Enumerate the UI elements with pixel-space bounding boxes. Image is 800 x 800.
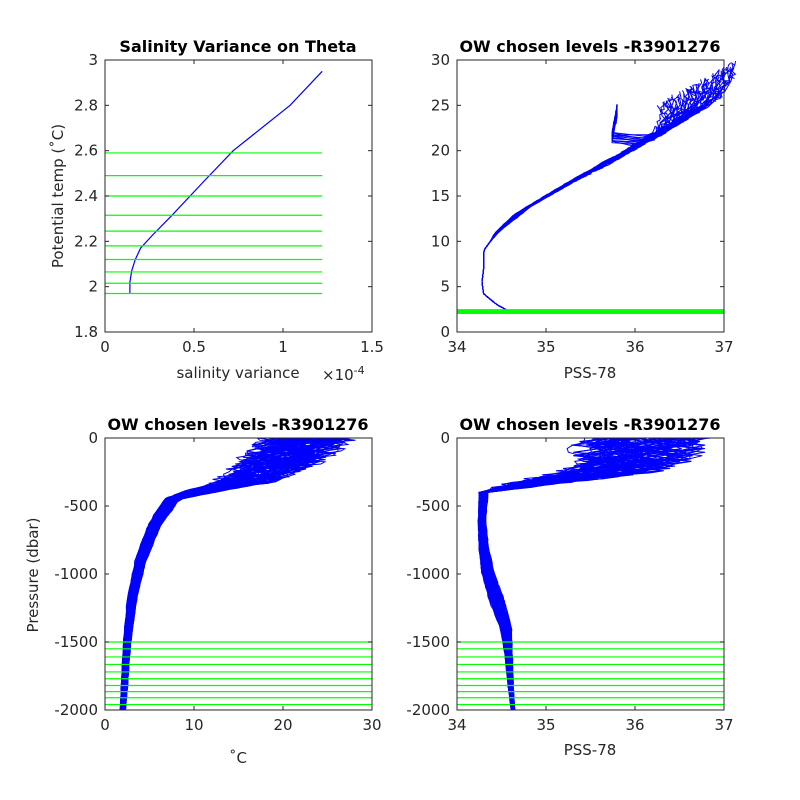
y-axis-label: Pressure (dbar) <box>24 518 42 633</box>
profile-line <box>481 61 737 313</box>
x-tick-label: 10 <box>184 716 203 734</box>
y-tick-label: 1.8 <box>74 323 98 341</box>
y-tick-label: -2000 <box>406 701 450 719</box>
y-tick-label: -1500 <box>54 633 98 651</box>
x-tick-label: 1.5 <box>360 338 384 356</box>
series-line <box>129 70 323 294</box>
y-tick-label: 0 <box>440 429 450 447</box>
panel-theta-salinity: OW chosen levels -R3901276 PSS-78 34 35 36… <box>431 37 737 382</box>
y-tick-label: -500 <box>64 497 98 515</box>
chart-title: Salinity Variance on Theta <box>119 37 356 56</box>
chart-title: OW chosen levels -R3901276 <box>459 415 720 434</box>
x-tick-label: 34 <box>447 338 466 356</box>
plot-area <box>457 437 724 711</box>
panel-salinity-variance: Salinity Variance on Theta salinity vari… <box>49 37 384 384</box>
x-exponent-label: ×10-4 <box>322 364 365 384</box>
y-tick-label: 15 <box>431 187 450 205</box>
x-tick-label: 36 <box>625 338 644 356</box>
x-tick-label: 36 <box>625 716 644 734</box>
panel-temperature-pressure: OW chosen levels -R3901276 ˚C Pressure (… <box>24 415 382 767</box>
x-axis-label: PSS-78 <box>564 741 617 759</box>
y-tick-label: 2.2 <box>74 232 98 250</box>
y-tick-label: -1000 <box>54 565 98 583</box>
y-tick-label: 2 <box>88 278 98 296</box>
plot-area <box>105 437 372 711</box>
chart-title: OW chosen levels -R3901276 <box>459 37 720 56</box>
y-tick-label: 5 <box>440 278 450 296</box>
y-tick-label: 20 <box>431 142 450 160</box>
y-tick-label: 0 <box>88 429 98 447</box>
x-tick-label: 20 <box>273 716 292 734</box>
x-tick-label: 1 <box>278 338 288 356</box>
x-axis-label: salinity variance <box>176 364 299 382</box>
plot-area <box>105 70 323 295</box>
y-tick-label: 3 <box>88 51 98 69</box>
y-tick-label: -1500 <box>406 633 450 651</box>
y-tick-label: -2000 <box>54 701 98 719</box>
y-tick-label: 2.4 <box>74 187 98 205</box>
x-axis-label: ˚C <box>229 749 247 767</box>
x-axis-label: PSS-78 <box>564 364 617 382</box>
y-tick-label: 2.8 <box>74 96 98 114</box>
chart-title: OW chosen levels -R3901276 <box>107 415 368 434</box>
y-tick-label: -500 <box>416 497 450 515</box>
y-tick-label: 25 <box>431 96 450 114</box>
x-tick-label: 0 <box>100 716 110 734</box>
x-tick-label: 35 <box>536 716 555 734</box>
x-tick-label: 37 <box>714 716 733 734</box>
y-tick-label: 0 <box>440 323 450 341</box>
y-tick-label: 30 <box>431 51 450 69</box>
x-tick-label: 0 <box>100 338 110 356</box>
y-tick-label: -1000 <box>406 565 450 583</box>
y-tick-label: 10 <box>431 232 450 250</box>
x-tick-label: 34 <box>447 716 466 734</box>
x-tick-label: 30 <box>362 716 381 734</box>
x-tick-label: 0.5 <box>182 338 206 356</box>
panel-salinity-pressure: OW chosen levels -R3901276 PSS-78 34 35 36… <box>406 415 733 759</box>
plot-area <box>457 61 737 315</box>
y-tick-label: 2.6 <box>74 142 98 160</box>
x-tick-label: 37 <box>714 338 733 356</box>
x-tick-label: 35 <box>536 338 555 356</box>
y-axis-label: Potential temp (˚C) <box>49 124 67 268</box>
profile-line <box>485 437 708 710</box>
